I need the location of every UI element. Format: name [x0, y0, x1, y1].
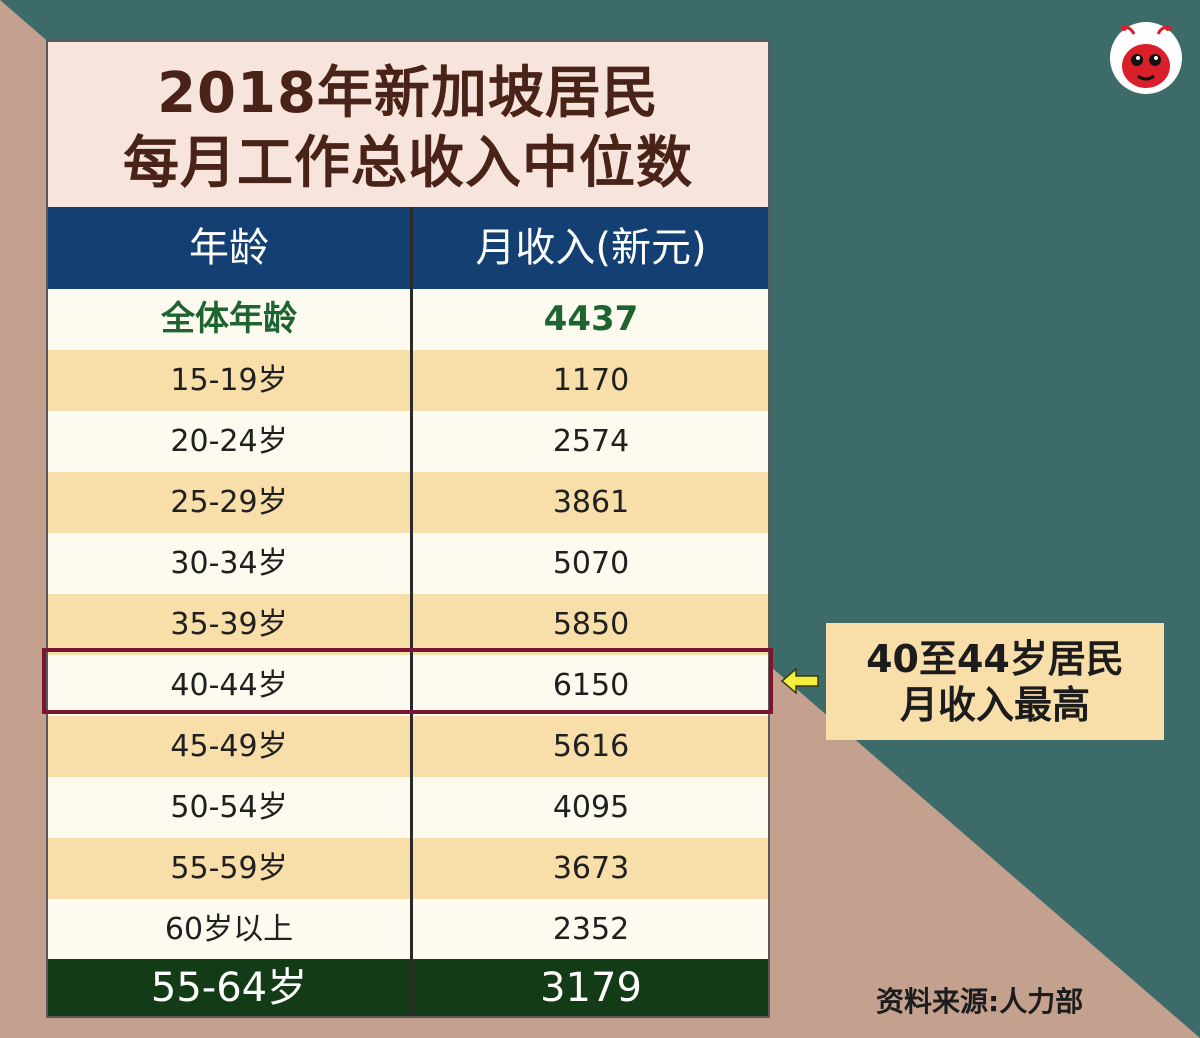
- income-cell: 1170: [552, 363, 630, 398]
- footer-age-cell: 55-64岁: [150, 965, 308, 1011]
- income-cell: 5616: [552, 729, 630, 764]
- table-row: 30-34岁 5070: [48, 533, 768, 594]
- income-cell: 5850: [552, 607, 630, 642]
- age-cell: 55-59岁: [170, 851, 288, 886]
- age-cell: 20-24岁: [170, 424, 288, 459]
- source-label: 资料来源:人力部: [876, 985, 1084, 1018]
- table-header: 年龄 月收入(新元): [48, 207, 768, 289]
- table-row: 60岁以上 2352: [48, 899, 768, 960]
- age-cell: 全体年龄: [161, 299, 297, 339]
- income-cell: 4095: [552, 790, 630, 825]
- title-line-1: 2018年新加坡居民: [157, 61, 659, 126]
- income-cell: 3861: [552, 485, 630, 520]
- table-title: 2018年新加坡居民 每月工作总收入中位数: [48, 42, 768, 207]
- age-cell: 60岁以上: [164, 912, 294, 947]
- title-line-2: 每月工作总收入中位数: [123, 131, 693, 196]
- age-cell: 35-39岁: [170, 607, 288, 642]
- table-footer-row: 55-64岁 3179: [48, 959, 768, 1016]
- table-row: 15-19岁 1170: [48, 350, 768, 411]
- footer-income-cell: 3179: [540, 965, 642, 1011]
- income-cell: 4437: [543, 299, 639, 339]
- age-cell: 30-34岁: [170, 546, 288, 581]
- age-cell: 40-44岁: [170, 668, 288, 703]
- income-cell: 2574: [552, 424, 630, 459]
- table-row: 50-54岁 4095: [48, 777, 768, 838]
- table-row-all-ages: 全体年龄 4437: [48, 289, 768, 350]
- table-row: 20-24岁 2574: [48, 411, 768, 472]
- income-cell: 6150: [552, 668, 630, 703]
- callout-line-2: 月收入最高: [899, 683, 1090, 727]
- income-table: 2018年新加坡居民 每月工作总收入中位数 年龄 月收入(新元) 全体年龄 44…: [46, 40, 770, 1018]
- age-cell: 15-19岁: [170, 363, 288, 398]
- table-row: 25-29岁 3861: [48, 472, 768, 533]
- table-row: 35-39岁 5850: [48, 594, 768, 655]
- callout-line-1: 40至44岁居民: [866, 637, 1124, 681]
- table-row: 55-59岁 3673: [48, 838, 768, 899]
- income-cell: 5070: [552, 546, 630, 581]
- callout-box: 40至44岁居民 月收入最高: [826, 623, 1164, 740]
- age-cell: 45-49岁: [170, 729, 288, 764]
- header-income: 月收入(新元): [475, 225, 707, 271]
- table-row-highlighted: 40-44岁 6150: [48, 655, 768, 716]
- table-row: 45-49岁 5616: [48, 716, 768, 777]
- header-age: 年龄: [189, 225, 269, 271]
- ant-mascot-icon: [1110, 22, 1182, 94]
- column-divider: [410, 207, 413, 1016]
- age-cell: 25-29岁: [170, 485, 288, 520]
- income-cell: 3673: [552, 851, 630, 886]
- income-cell: 2352: [552, 912, 630, 947]
- age-cell: 50-54岁: [170, 790, 288, 825]
- arrow-left-icon: [780, 667, 819, 695]
